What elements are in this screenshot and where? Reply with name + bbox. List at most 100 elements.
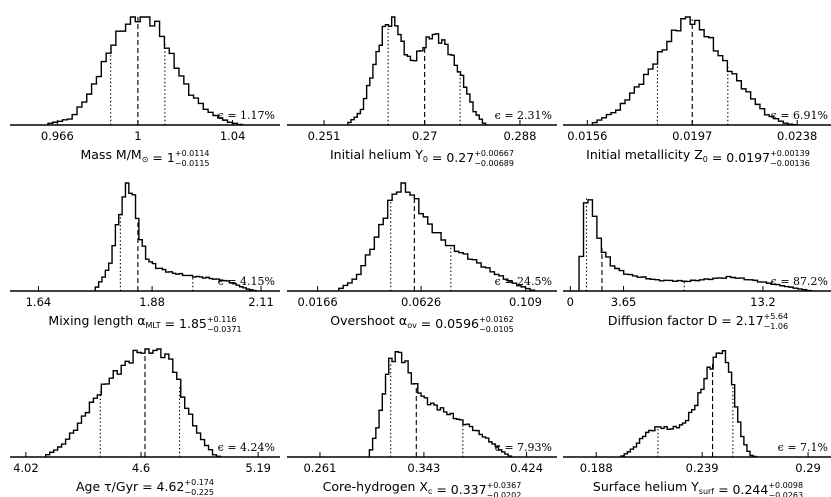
chart-helium: 0.251 0.27 0.288 ϵ = 2.31% Initial helium Y 0… (287, 16, 557, 168)
histogram-diff (578, 199, 812, 292)
chart-ov: 0.0166 0.0626 0.109 ϵ = 24.5% Overshoot αov … (287, 182, 557, 334)
title-name: Diffusion factor D (608, 313, 717, 328)
title-name: Initial metallicity Z (586, 147, 703, 162)
epsilon-label-metal: ϵ = 6.91% (771, 109, 828, 122)
title-err-minus: −0.00689 (474, 159, 514, 168)
tick-label-diff-0: 0 (567, 295, 574, 309)
tick-label-ov-1: 0.0626 (401, 295, 441, 309)
title-name: Age τ/Gyr (76, 479, 139, 494)
tick-label-diff-1: 3.65 (611, 295, 637, 309)
epsilon-label-ysurf: ϵ = 7.1% (778, 441, 828, 454)
tick-label-helium-0: 0.251 (308, 129, 341, 143)
epsilon-label-helium: ϵ = 2.31% (495, 109, 552, 122)
title-equals: = (428, 150, 446, 165)
epsilon-label-diff: ϵ = 87.2% (771, 275, 828, 288)
title-err-plus: +0.0098 (768, 481, 803, 490)
title-name: Surface helium Y (593, 479, 699, 494)
panel-title-mass: Mass M/M⊙ = 1+0.0114 −0.0115 (80, 147, 209, 168)
tick-label-mlt-0: 1.64 (26, 295, 52, 309)
title-equals: = (148, 150, 166, 165)
panel-mass: 0.966 1 1.04 ϵ = 1.17% Mass M/M⊙ = 1+0.0114−… (10, 0, 280, 168)
title-err-plus: +0.174 (184, 478, 214, 487)
tick-label-age-1: 4.6 (132, 461, 150, 475)
title-name: Overshoot α (330, 313, 407, 328)
tick-label-ysurf-1: 0.239 (686, 461, 719, 475)
panel-title-metal: Initial metallicity Z0 = 0.0197+0.00139−… (586, 147, 810, 168)
epsilon-label-xc: ϵ = 7.93% (495, 441, 552, 454)
tick-label-ysurf-2: 0.29 (795, 461, 821, 475)
tick-label-mass-2: 1.04 (220, 129, 246, 143)
histogram-mass (47, 16, 243, 126)
panel-title-xc: Core-hydrogen Xc = 0.337+0.0367 −0.0202 (323, 479, 522, 497)
title-err-minus: −0.00136 (770, 159, 810, 168)
histogram-age (45, 348, 222, 458)
tick-label-age-2: 5.19 (245, 461, 271, 475)
title-name: Mass M/M (80, 147, 141, 162)
panel-title-diff: Diffusion factor D = 2.17+5.64 −1.06 (608, 312, 788, 331)
title-err-plus: +0.00667 (474, 149, 514, 158)
panel-xc: 0.261 0.343 0.424 ϵ = 7.93% Core-hydrogen Xc… (287, 332, 557, 497)
tick-label-helium-1: 0.27 (412, 129, 438, 143)
title-subscript: MLT (145, 321, 160, 330)
histogram-helium (347, 16, 487, 125)
title-name: Initial helium Y (330, 147, 423, 162)
chart-age: 4.02 4.6 5.19 ϵ = 4.24% Age τ/Gyr = 4.62+0.1… (10, 348, 280, 497)
title-err-plus: +0.0162 (479, 315, 514, 324)
tick-label-mass-0: 0.966 (41, 129, 74, 143)
histogram-metal (591, 16, 798, 126)
tick-label-metal-1: 0.0197 (672, 129, 712, 143)
panel-metal: 0.0156 0.0197 0.0238 ϵ = 6.91% Initial metal… (563, 0, 831, 168)
tick-label-metal-2: 0.0238 (777, 129, 817, 143)
tick-label-ysurf-0: 0.188 (580, 461, 613, 475)
panel-age: 4.02 4.6 5.19 ϵ = 4.24% Age τ/Gyr = 4.62+0.1… (10, 332, 280, 497)
title-err-minus: −1.06 (764, 322, 789, 331)
title-err-minus: −0.0371 (207, 325, 242, 334)
panel-mlt: 1.64 1.88 2.11 ϵ = 4.15% Mixing length αMLT … (10, 166, 280, 334)
chart-mass: 0.966 1 1.04 ϵ = 1.17% Mass M/M⊙ = 1+0.0114−… (10, 16, 280, 168)
title-equals: = (417, 316, 435, 331)
epsilon-label-age: ϵ = 4.24% (218, 441, 275, 454)
tick-label-ov-2: 0.109 (509, 295, 542, 309)
histogram-xc (368, 351, 513, 457)
title-name: Mixing length α (48, 313, 145, 328)
tick-label-xc-1: 0.343 (407, 461, 440, 475)
title-err-plus: +0.00139 (770, 149, 810, 158)
title-median: 0.27 (446, 150, 474, 165)
title-err-minus: −0.0202 (487, 491, 522, 497)
title-median: 1 (167, 150, 175, 165)
epsilon-label-mass: ϵ = 1.17% (218, 109, 275, 122)
title-median: 0.0197 (726, 150, 770, 165)
tick-label-helium-2: 0.288 (503, 129, 536, 143)
title-median: 0.244 (733, 482, 769, 497)
epsilon-label-ov: ϵ = 24.5% (495, 275, 552, 288)
title-equals: = (161, 316, 179, 331)
tick-label-ov-0: 0.0166 (297, 295, 337, 309)
title-name: Core-hydrogen X (323, 479, 429, 494)
tick-label-mass-1: 1 (134, 129, 141, 143)
panel-title-mlt: Mixing length αMLT = 1.85+0.116 −0.0371 (48, 313, 241, 334)
panel-diff: 0 3.65 13.2 ϵ = 87.2% Diffusion factor D = 2… (563, 166, 831, 331)
panel-title-ov: Overshoot αov = 0.0596+0.0162 −0.0105 (330, 313, 513, 334)
panel-ysurf: 0.188 0.239 0.29 ϵ = 7.1% Surface helium Ysu… (563, 332, 831, 497)
title-equals: = (714, 482, 732, 497)
title-subscript: ov (407, 321, 417, 330)
tick-label-xc-0: 0.261 (303, 461, 336, 475)
histogram-mlt (94, 182, 258, 292)
title-equals: = (138, 479, 156, 494)
tick-label-metal-0: 0.0156 (567, 129, 607, 143)
title-err-plus: +5.64 (764, 312, 789, 321)
title-median: 0.337 (451, 482, 487, 497)
title-err-plus: +0.0114 (175, 149, 210, 158)
chart-mlt: 1.64 1.88 2.11 ϵ = 4.15% Mixing length αMLT … (10, 182, 280, 334)
title-median: 4.62 (157, 479, 185, 494)
title-median: 0.0596 (435, 316, 479, 331)
title-subscript: 0 (703, 155, 708, 164)
panel-title-ysurf: Surface helium Ysurf = 0.244+0.0098 −0.02… (593, 479, 803, 497)
tick-label-xc-2: 0.424 (510, 461, 543, 475)
panel-helium: 0.251 0.27 0.288 ϵ = 2.31% Initial helium Y 0… (287, 0, 557, 168)
epsilon-label-mlt: ϵ = 4.15% (218, 275, 275, 288)
chart-xc: 0.261 0.343 0.424 ϵ = 7.93% Core-hydrogen Xc… (287, 351, 557, 497)
title-err-minus: −0.0105 (479, 325, 514, 334)
title-median: 2.17 (736, 313, 764, 328)
